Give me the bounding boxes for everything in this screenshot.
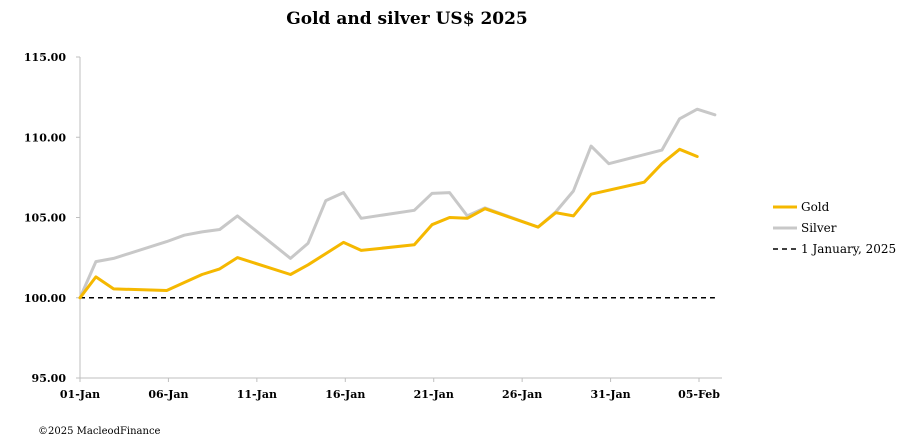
- legend-label: Gold: [801, 200, 830, 214]
- x-tick-label: 11-Jan: [237, 388, 277, 401]
- series-line-gold: [78, 147, 699, 300]
- copyright-text: ©2025 MacleodFinance: [38, 426, 161, 437]
- axes: [79, 57, 722, 379]
- legend-label: 1 January, 2025: [801, 242, 896, 256]
- y-tick-label: 115.00: [24, 51, 66, 64]
- y-tick-label: 105.00: [24, 212, 66, 225]
- legend-label: Silver: [801, 221, 837, 235]
- y-tick-label: 95.00: [32, 372, 67, 385]
- x-tick-label: 31-Jan: [590, 388, 630, 401]
- y-axis-ticks: 95.00 100.00 105.00 110.00 115.00: [24, 51, 80, 385]
- x-tick-label: 01-Jan: [60, 388, 100, 401]
- chart-title: Gold and silver US$ 2025: [286, 9, 528, 29]
- series-line-silver: [78, 107, 717, 300]
- x-tick-label: 21-Jan: [414, 388, 454, 401]
- x-tick-label: 06-Jan: [148, 388, 188, 401]
- x-tick-label: 26-Jan: [502, 388, 542, 401]
- y-tick-label: 100.00: [24, 292, 66, 305]
- x-axis-ticks: 01-Jan 06-Jan 11-Jan 16-Jan 21-Jan 26-Jan 31-J…: [60, 378, 720, 401]
- series-group: [78, 107, 717, 300]
- x-tick-label: 16-Jan: [325, 388, 365, 401]
- y-tick-label: 110.00: [24, 131, 66, 144]
- legend: Gold Silver 1 January, 2025: [773, 200, 896, 256]
- x-tick-label: 05-Feb: [678, 388, 720, 401]
